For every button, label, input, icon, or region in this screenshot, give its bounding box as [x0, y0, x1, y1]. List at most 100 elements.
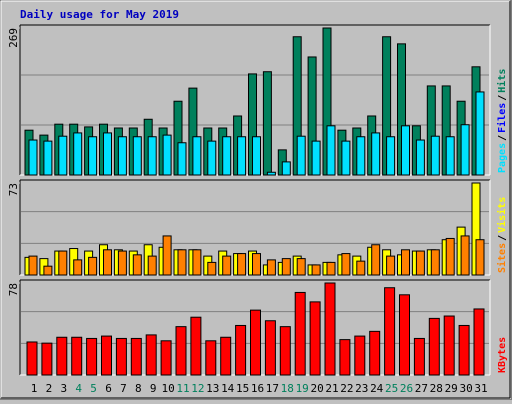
bar [222, 255, 232, 276]
bar [443, 315, 455, 376]
bar [428, 317, 440, 376]
bar [341, 140, 351, 176]
bar [237, 136, 247, 176]
bar [147, 136, 157, 176]
bar [250, 309, 261, 376]
bar [296, 135, 306, 176]
bar [207, 140, 217, 176]
legend-entry: Sites [496, 243, 508, 273]
x-tick-label: 15 [236, 382, 249, 395]
bar [413, 337, 425, 376]
bar [101, 335, 112, 376]
bar [415, 250, 425, 276]
x-tick-label: 8 [135, 382, 142, 395]
x-tick-label: 14 [221, 382, 235, 395]
bar [475, 91, 485, 176]
x-tick-label: 7 [120, 382, 127, 395]
bar [279, 326, 291, 376]
x-tick-label: 13 [206, 382, 219, 395]
bar [311, 264, 321, 276]
x-tick-label: 31 [474, 382, 487, 395]
x-tick-label: 9 [150, 382, 157, 395]
bar [205, 340, 217, 376]
bar [132, 254, 142, 276]
legend-separator: / [497, 95, 508, 101]
bar [266, 171, 276, 176]
bar [192, 136, 202, 176]
bar [401, 125, 410, 176]
legend-entry: Hits [496, 69, 508, 93]
y-max-label: 73 [7, 183, 20, 196]
bar [296, 258, 306, 276]
bar [371, 244, 381, 276]
bar [222, 136, 232, 176]
bar [177, 142, 187, 176]
bar [145, 334, 157, 376]
x-tick-label: 23 [355, 382, 368, 395]
bar [58, 250, 68, 276]
bar [430, 249, 440, 276]
x-tick-label: 12 [191, 382, 204, 395]
bar [117, 136, 127, 176]
bar [220, 336, 232, 376]
x-tick-label: 16 [251, 382, 264, 395]
legend: Sites / Visits [496, 197, 508, 273]
bar [103, 132, 112, 176]
bar [86, 337, 98, 376]
x-tick-label: 30 [459, 382, 472, 395]
bar [73, 259, 83, 276]
x-tick-label: 20 [310, 382, 323, 395]
legend-entry: KBytes [497, 337, 508, 373]
x-tick-label: 6 [105, 382, 112, 395]
legend-entry: Visits [496, 197, 508, 233]
bar [28, 139, 38, 176]
bar [430, 135, 440, 176]
bar [311, 140, 321, 176]
bar [252, 253, 261, 276]
bar [264, 320, 276, 376]
bar [71, 336, 83, 376]
bar [399, 294, 410, 376]
bar [43, 140, 53, 176]
x-tick-label: 10 [161, 382, 174, 395]
legend-entry: Pages [497, 143, 508, 173]
bar [73, 132, 83, 176]
legend-entry: Files [496, 103, 508, 133]
bar [115, 337, 127, 376]
bar [281, 161, 291, 176]
x-tick-label: 28 [430, 382, 443, 395]
bar [415, 139, 425, 176]
bar [88, 256, 98, 276]
bar [235, 324, 247, 376]
bar [103, 249, 112, 276]
x-tick-label: 18 [281, 382, 294, 395]
bar [43, 265, 53, 276]
bar [266, 259, 276, 276]
bar [252, 136, 261, 176]
x-tick-label: 24 [370, 382, 384, 395]
bar [326, 125, 336, 176]
bar [401, 249, 410, 276]
bar [458, 324, 470, 376]
bar [445, 237, 455, 276]
x-tick-label: 27 [415, 382, 428, 395]
bar [56, 336, 68, 376]
bar [132, 136, 142, 176]
bar [384, 287, 396, 376]
x-tick-label: 2 [46, 382, 53, 395]
x-tick-label: 5 [90, 382, 97, 395]
bar [262, 71, 272, 176]
legend-separator: / [497, 235, 508, 241]
bar [237, 253, 247, 276]
bar [294, 291, 306, 376]
bar [386, 136, 396, 176]
bar [207, 261, 217, 276]
bar [130, 337, 142, 376]
bar [175, 326, 187, 376]
legend-separator: / [497, 135, 508, 141]
bar [190, 316, 202, 376]
x-tick-label: 1 [31, 382, 38, 395]
bar [88, 136, 98, 176]
bar [371, 132, 381, 176]
